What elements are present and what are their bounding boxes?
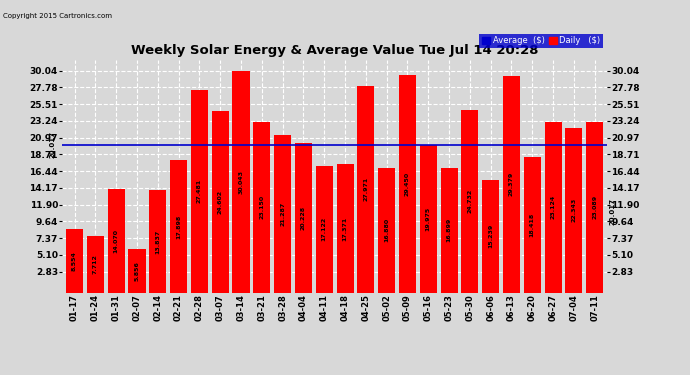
Text: 24.732: 24.732 bbox=[467, 189, 473, 213]
Bar bbox=[253, 122, 270, 292]
Text: 18.418: 18.418 bbox=[530, 212, 535, 237]
Text: 17.122: 17.122 bbox=[322, 217, 327, 242]
Title: Weekly Solar Energy & Average Value Tue Jul 14 20:28: Weekly Solar Energy & Average Value Tue … bbox=[131, 45, 538, 57]
Bar bbox=[503, 76, 520, 292]
Text: 29.450: 29.450 bbox=[405, 172, 410, 196]
Bar bbox=[462, 110, 478, 292]
Text: 20.228: 20.228 bbox=[301, 206, 306, 230]
Bar bbox=[191, 90, 208, 292]
Bar bbox=[399, 75, 416, 292]
Text: Copyright 2015 Cartronics.com: Copyright 2015 Cartronics.com bbox=[3, 13, 112, 19]
Bar bbox=[378, 168, 395, 292]
Text: 15.239: 15.239 bbox=[489, 224, 493, 248]
Bar bbox=[586, 122, 603, 292]
Bar bbox=[337, 164, 353, 292]
Text: 14.070: 14.070 bbox=[114, 229, 119, 253]
Text: 19.975: 19.975 bbox=[426, 207, 431, 231]
Bar bbox=[524, 156, 541, 292]
Text: 8.554: 8.554 bbox=[72, 251, 77, 271]
Legend: Average  ($), Daily   ($): Average ($), Daily ($) bbox=[479, 34, 603, 48]
Bar bbox=[108, 189, 125, 292]
Text: 23.089: 23.089 bbox=[592, 195, 598, 219]
Text: 17.371: 17.371 bbox=[342, 216, 348, 240]
Text: 22.343: 22.343 bbox=[571, 198, 576, 222]
Text: 16.880: 16.880 bbox=[384, 218, 389, 242]
Text: 23.124: 23.124 bbox=[551, 195, 555, 219]
Bar bbox=[212, 111, 229, 292]
Text: 29.379: 29.379 bbox=[509, 172, 514, 196]
Text: 13.837: 13.837 bbox=[155, 229, 160, 254]
Text: 5.856: 5.856 bbox=[135, 261, 139, 281]
Bar bbox=[66, 230, 83, 292]
Text: 20.017: 20.017 bbox=[50, 131, 56, 158]
Bar bbox=[420, 145, 437, 292]
Bar bbox=[357, 86, 375, 292]
Text: 16.899: 16.899 bbox=[446, 218, 451, 242]
Bar bbox=[482, 180, 500, 292]
Bar bbox=[87, 236, 104, 292]
Bar bbox=[316, 166, 333, 292]
Text: 27.971: 27.971 bbox=[364, 177, 368, 201]
Bar bbox=[440, 168, 457, 292]
Text: 24.602: 24.602 bbox=[218, 190, 223, 214]
Bar bbox=[274, 135, 291, 292]
Text: 17.898: 17.898 bbox=[176, 214, 181, 238]
Bar bbox=[295, 143, 312, 292]
Bar bbox=[170, 160, 187, 292]
Text: 20.017: 20.017 bbox=[609, 198, 615, 225]
Bar bbox=[565, 128, 582, 292]
Text: 30.043: 30.043 bbox=[239, 170, 244, 194]
Text: 23.150: 23.150 bbox=[259, 195, 264, 219]
Bar bbox=[128, 249, 146, 292]
Text: 7.712: 7.712 bbox=[93, 254, 98, 274]
Text: 27.481: 27.481 bbox=[197, 179, 202, 203]
Bar bbox=[544, 122, 562, 292]
Bar bbox=[233, 71, 250, 292]
Bar bbox=[149, 190, 166, 292]
Text: 21.287: 21.287 bbox=[280, 202, 285, 226]
